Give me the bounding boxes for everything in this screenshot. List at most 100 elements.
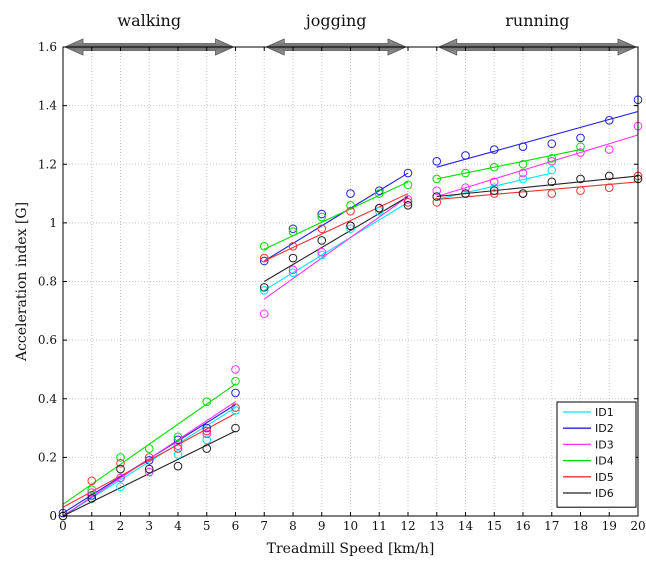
data-point-id2 [87,491,97,500]
x-tick-label: 14 [458,519,474,533]
data-point-id6 [432,192,442,201]
data-point-id6 [518,189,528,198]
data-point-id3 [576,148,585,157]
y-tick-label: 0.6 [38,333,57,347]
fit-line-id4 [436,149,581,180]
data-point-id4 [489,162,499,172]
data-point-id6 [87,494,97,503]
x-tick-label: 19 [602,519,617,533]
fit-line-id5 [436,181,639,200]
fit-line-id4 [264,181,409,250]
data-point-id2 [403,168,413,178]
data-point-id1 [202,435,212,445]
data-point-id6 [231,423,240,433]
data-point-id3 [403,195,413,204]
x-tick-label: 8 [289,519,297,533]
legend: ID1 ID2 ID3 ID4 ID5 ID6 [556,401,637,508]
data-point-id2 [144,456,154,465]
x-tick-label: 7 [260,519,268,533]
data-point-id6 [346,221,355,231]
data-point-id3 [317,247,327,257]
data-point-id3 [461,183,470,192]
data-point-id6 [374,203,384,213]
x-tick-label: 3 [145,519,153,533]
grid [62,46,639,517]
fit-line-id2 [263,172,409,262]
data-point-id4 [317,212,327,222]
x-tick-label: 16 [515,519,530,533]
legend-label-id5: ID5 [595,471,614,484]
x-tick-label: 0 [59,519,67,533]
data-point-id5 [576,186,585,195]
data-point-id2 [346,189,355,198]
data-point-id5 [317,224,327,234]
phase-label-running: running [505,11,569,30]
data-point-id6 [202,444,212,453]
fit-line-id3 [62,401,236,517]
legend-box [556,401,637,508]
data-point-id6 [288,253,298,263]
y-tick-label: 0 [49,509,57,523]
data-point-id2 [288,224,298,234]
data-point-id2 [604,115,614,125]
y-tick-label: 0.4 [38,392,57,406]
data-point-id6 [116,464,125,474]
x-tick-label: 17 [544,519,559,533]
x-tick-label: 10 [343,519,358,533]
x-tick-label: 2 [117,519,125,533]
data-point-id3 [432,186,442,195]
data-point-id4 [87,485,97,494]
x-tick-label: 15 [487,519,502,533]
data-point-id3 [259,309,269,319]
data-point-id4 [231,376,240,386]
data-point-id1 [116,482,125,491]
data-point-id3 [231,365,240,374]
x-tick-label: 1 [88,519,96,533]
data-point-id5 [231,403,240,412]
data-point-id1 [547,165,557,175]
x-tick-label: 13 [429,519,444,533]
legend-label-id3: ID3 [595,438,614,451]
data-point-id4 [403,180,413,190]
data-point-id5 [547,189,557,198]
data-point-id4 [346,200,355,210]
axis-ticks: 0 1 2 3 4 5 6 7 8 9 10 11 12 13 14 15 16 17 18 19 2000.20.40… [38,40,646,533]
data-point-id5 [116,458,125,468]
data-point-id4 [374,189,384,198]
x-tick-label: 12 [400,519,415,533]
phase-label-jogging: jogging [304,11,367,30]
data-point-id2 [317,209,327,219]
data-point-id6 [489,186,499,195]
legend-label-id2: ID2 [595,422,614,435]
data-point-id3 [547,157,557,166]
data-point-id5 [346,206,355,216]
data-point-id3 [144,467,154,477]
x-tick-label: 5 [203,519,211,533]
data-point-id1 [518,174,528,184]
data-point-id1 [374,206,384,216]
data-point-id2 [202,423,212,433]
fit-line-id3 [436,134,639,198]
x-axis-label: Treadmill Speed [km/h] [267,541,435,557]
data-point-id1 [288,268,298,278]
data-point-id2 [489,145,499,154]
y-tick-label: 1 [49,216,57,230]
data-point-id2 [547,139,557,149]
data-point-id5 [173,444,183,453]
x-tick-label: 6 [232,519,240,533]
data-point-id4 [518,159,528,169]
data-point-id4 [547,154,557,163]
data-point-id4 [202,397,212,406]
legend-label-id1: ID1 [595,406,614,419]
data-point-id3 [604,145,614,154]
data-point-id3 [173,441,183,450]
data-point-id5 [259,253,269,263]
phase-label-walking: walking [117,11,181,30]
y-tick-label: 0.8 [38,275,57,289]
data-point-id3 [87,488,97,497]
legend-label-id4: ID4 [595,455,614,468]
x-tick-label: 18 [573,519,588,533]
fit-line-id3 [263,196,409,300]
